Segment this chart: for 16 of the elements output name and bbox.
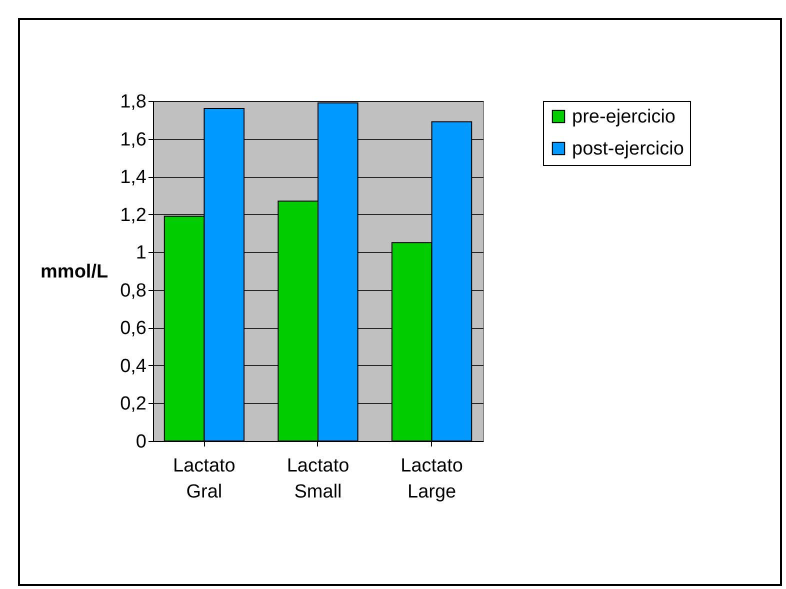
y-tick-label: 1,2 <box>120 204 146 226</box>
y-tick-label: 0 <box>136 432 146 452</box>
y-tick-label: 0,4 <box>120 356 147 377</box>
y-tick-label: 1,6 <box>120 129 146 150</box>
y-tick-label: 0,2 <box>120 394 146 415</box>
legend-label: pre-ejercicio <box>572 106 676 128</box>
y-tick-label: 0,6 <box>120 318 146 340</box>
y-tick-label: 0,8 <box>120 280 146 302</box>
y-tick-label: 1,8 <box>120 92 146 112</box>
y-axis-title: mmol/L <box>40 262 108 282</box>
y-tick-label: 1,4 <box>120 167 147 188</box>
x-tick-label: Lactato Small <box>286 456 350 502</box>
y-tick-label: 1 <box>136 242 146 264</box>
x-tick-label: Lactato Large <box>400 456 463 502</box>
x-tick-label: Lactato Gral <box>173 456 236 502</box>
legend-label: post-ejercicio <box>572 138 684 160</box>
